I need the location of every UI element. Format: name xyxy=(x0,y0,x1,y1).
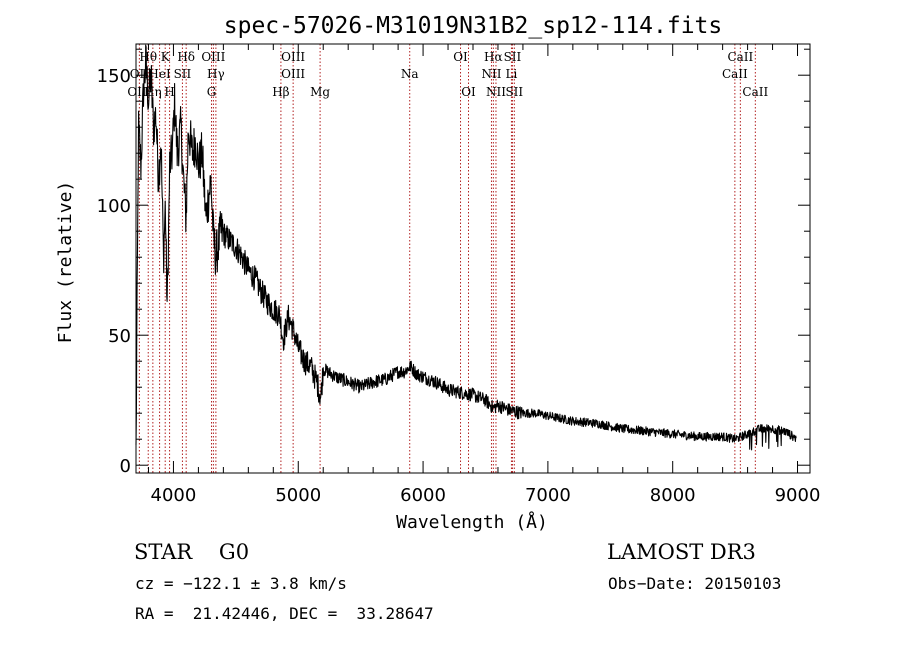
plot-frame xyxy=(135,43,811,474)
line-label: Hα xyxy=(484,50,503,64)
y-tick-label: 100 xyxy=(97,196,131,217)
line-label: Hγ xyxy=(207,67,225,81)
x-tick-label: 9000 xyxy=(775,485,821,506)
line-label: Hθ xyxy=(139,50,157,64)
line-label: G xyxy=(207,85,217,99)
line-label: SII xyxy=(505,85,523,99)
object-class: STAR G0 xyxy=(134,540,250,564)
y-tick-label: 50 xyxy=(108,326,131,347)
line-markers xyxy=(138,44,756,473)
x-axis-label: Wavelength (Å) xyxy=(396,511,548,533)
spectrum-series-line xyxy=(135,44,797,451)
line-label: Li xyxy=(506,67,518,81)
y-tick-label: 150 xyxy=(97,66,131,87)
survey-name: LAMOST DR3 xyxy=(607,540,756,564)
line-label: NII xyxy=(481,67,501,81)
line-label: CaII xyxy=(742,85,768,99)
line-label: OIII xyxy=(127,85,151,99)
x-tick-label: 6000 xyxy=(400,485,446,506)
y-axis-label: Flux (relative) xyxy=(55,181,76,344)
line-label: OIII xyxy=(201,50,225,64)
y-tick-label: 0 xyxy=(120,456,131,477)
axis-ticks xyxy=(136,44,810,473)
line-label: OIII xyxy=(281,50,305,64)
x-tick-label: 4000 xyxy=(151,485,197,506)
line-label: K xyxy=(161,50,171,64)
x-tick-label: 8000 xyxy=(650,485,696,506)
ra-dec: RA = 21.42446, DEC = 33.28647 xyxy=(135,604,434,623)
line-label: Na xyxy=(401,67,419,81)
line-label: OIII xyxy=(281,67,305,81)
x-tick-label: 7000 xyxy=(525,485,571,506)
line-label: SII xyxy=(504,50,522,64)
line-label: Hη xyxy=(144,85,162,99)
redshift-cz: cz = −122.1 ± 3.8 km/s xyxy=(135,574,347,593)
obs-date: Obs−Date: 20150103 xyxy=(608,574,782,593)
line-label: OI xyxy=(461,85,476,99)
line-label: HeI xyxy=(148,67,171,81)
chart-title: spec-57026-M31019N31B2_sp12-114.fits xyxy=(224,13,723,39)
line-label: Hδ xyxy=(177,50,195,64)
line-label: OI xyxy=(453,50,468,64)
line-label: NII xyxy=(486,85,506,99)
x-tick-label: 5000 xyxy=(275,485,321,506)
line-label: H xyxy=(164,85,174,99)
line-label: CaII xyxy=(722,67,748,81)
tick-labels: 4000 5000 6000 7000 8000 9000 0 50 100 150 xyxy=(97,66,821,506)
line-label: Hβ xyxy=(272,85,289,99)
line-label: Mg xyxy=(310,85,330,99)
line-label: CaII xyxy=(727,50,753,64)
line-label: SII xyxy=(174,67,192,81)
